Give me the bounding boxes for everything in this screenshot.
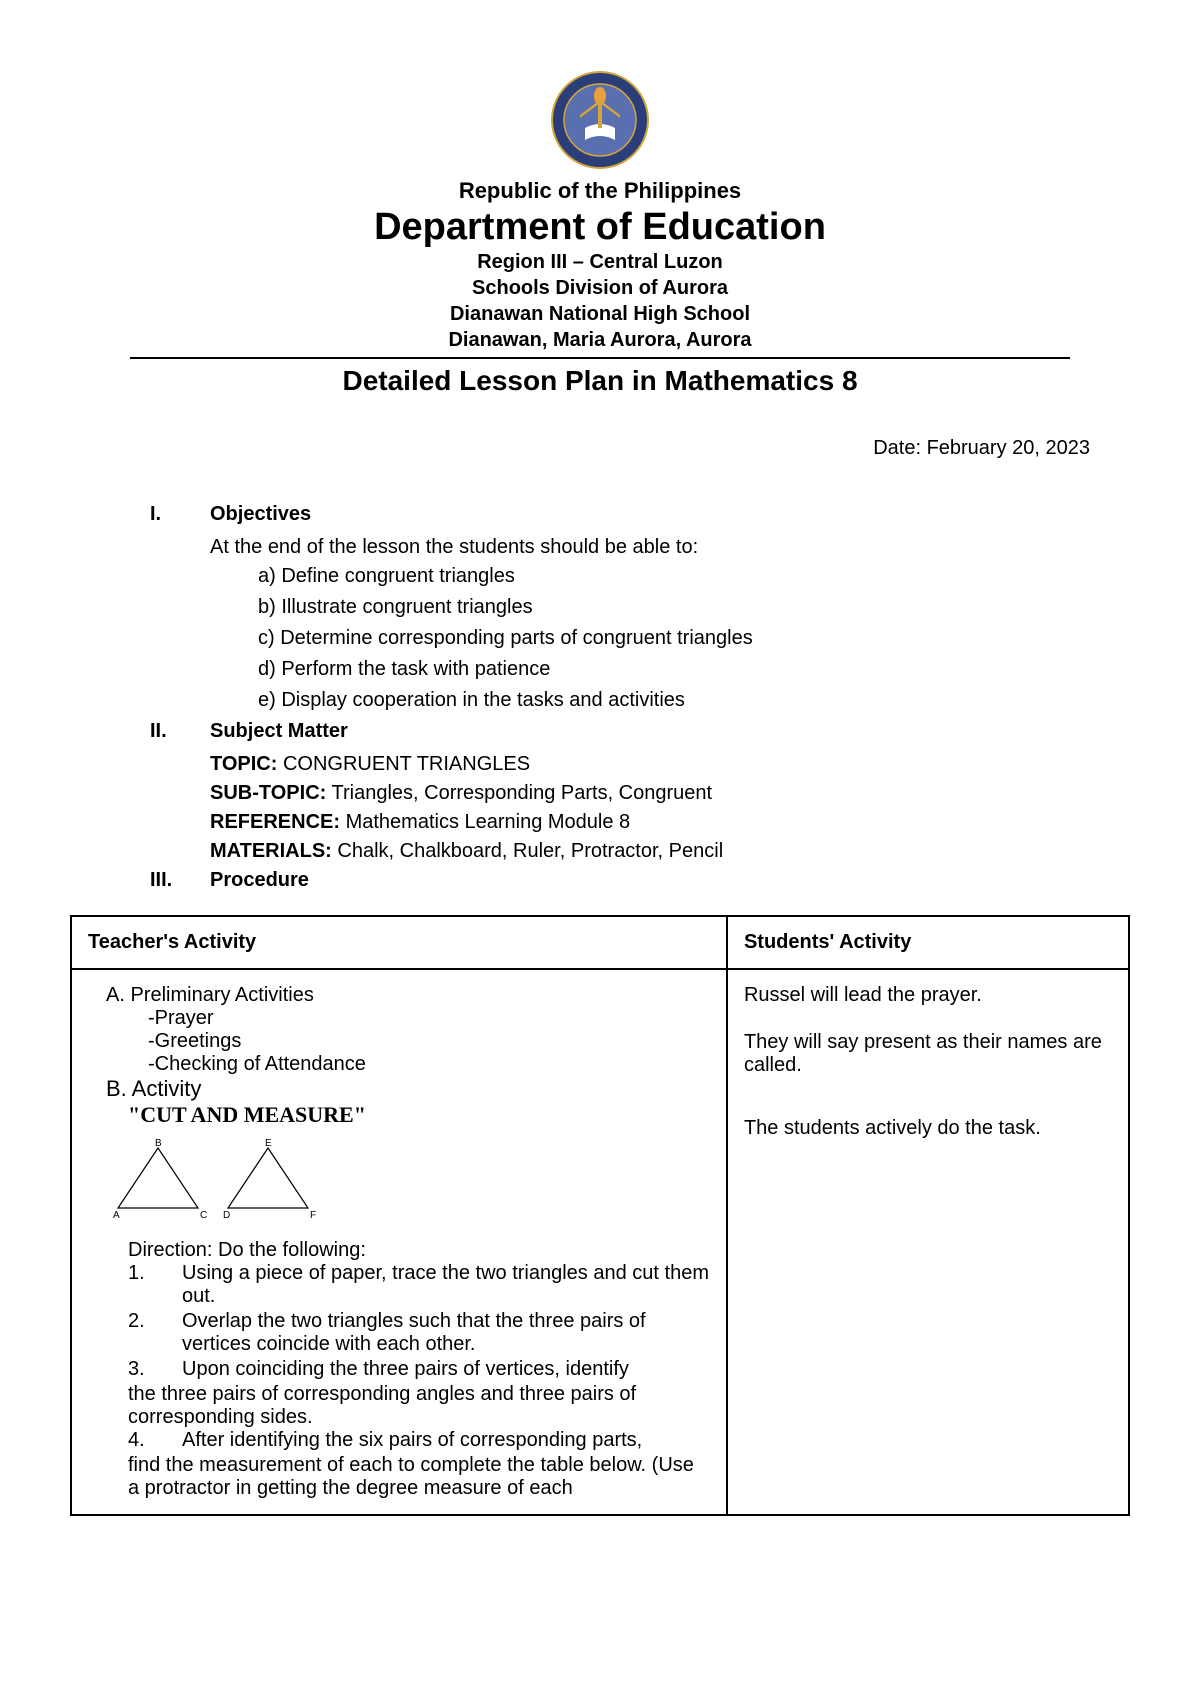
department-line: Department of Education <box>70 206 1130 249</box>
document-header: Republic of the Philippines Department o… <box>70 178 1130 353</box>
reference-value: Mathematics Learning Module 8 <box>340 811 630 833</box>
teacher-cell: A. Preliminary Activities -Prayer -Greet… <box>71 969 727 1515</box>
table-body-row: A. Preliminary Activities -Prayer -Greet… <box>71 969 1129 1515</box>
reference-line: REFERENCE: Mathematics Learning Module 8 <box>210 808 1090 837</box>
dir-4: 4. After identifying the six pairs of co… <box>128 1429 710 1452</box>
dir-3-num: 3. <box>128 1358 182 1381</box>
roman-iii: III. <box>150 866 210 895</box>
topic-label: TOPIC: <box>210 753 277 775</box>
dir-1-text: Using a piece of paper, trace the two tr… <box>182 1262 710 1308</box>
svg-text:E: E <box>265 1138 272 1149</box>
plan-title: Detailed Lesson Plan in Mathematics 8 <box>70 365 1130 397</box>
obj-c: c) Determine corresponding parts of cong… <box>258 624 1090 653</box>
topic-line: TOPIC: CONGRUENT TRIANGLES <box>210 750 1090 779</box>
svg-text:F: F <box>310 1210 316 1221</box>
svg-text:A: A <box>113 1210 120 1221</box>
prelim-label: A. Preliminary Activities <box>106 984 710 1007</box>
activity-b-label: B. Activity <box>106 1076 710 1102</box>
dir-1: 1. Using a piece of paper, trace the two… <box>128 1262 710 1308</box>
students-cell: Russel will lead the prayer. They will s… <box>727 969 1129 1515</box>
direction-label: Direction: Do the following: <box>128 1239 710 1262</box>
subject-title: Subject Matter <box>210 717 348 746</box>
materials-line: MATERIALS: Chalk, Chalkboard, Ruler, Pro… <box>210 837 1090 866</box>
procedure-table: Teacher's Activity Students' Activity A.… <box>70 915 1130 1516</box>
header-divider <box>130 357 1070 359</box>
dir-3: 3. Upon coinciding the three pairs of ve… <box>128 1358 710 1381</box>
objectives-title: Objectives <box>210 500 311 529</box>
teacher-header: Teacher's Activity <box>71 916 727 969</box>
deped-seal <box>70 70 1130 170</box>
obj-a: a) Define congruent triangles <box>258 562 1090 591</box>
dir-2: 2. Overlap the two triangles such that t… <box>128 1310 710 1356</box>
dir-2-num: 2. <box>128 1310 182 1356</box>
obj-d: d) Perform the task with patience <box>258 655 1090 684</box>
obj-b: b) Illustrate congruent triangles <box>258 593 1090 622</box>
content-body: I. Objectives At the end of the lesson t… <box>70 500 1130 895</box>
attendance-line: -Checking of Attendance <box>148 1053 710 1076</box>
students-p3: The students actively do the task. <box>744 1117 1112 1140</box>
triangle-diagram: A B C D E F <box>108 1138 710 1229</box>
dir-3-cont: the three pairs of corresponding angles … <box>128 1383 710 1429</box>
procedure-title: Procedure <box>210 866 309 895</box>
roman-ii: II. <box>150 717 210 746</box>
date-line: Date: February 20, 2023 <box>70 437 1090 460</box>
objectives-body: At the end of the lesson the students sh… <box>210 533 1090 715</box>
dir-2-text: Overlap the two triangles such that the … <box>182 1310 710 1356</box>
directions-block: Direction: Do the following: 1. Using a … <box>128 1239 710 1500</box>
subtopic-label: SUB-TOPIC: <box>210 782 326 804</box>
reference-label: REFERENCE: <box>210 811 340 833</box>
section-subject: II. Subject Matter <box>150 717 1090 746</box>
republic-line: Republic of the Philippines <box>70 178 1130 204</box>
dir-4-num: 4. <box>128 1429 182 1452</box>
objectives-intro: At the end of the lesson the students sh… <box>210 533 1090 562</box>
activity-name: "CUT AND MEASURE" <box>128 1102 710 1128</box>
division-line: Schools Division of Aurora <box>70 275 1130 301</box>
obj-e: e) Display cooperation in the tasks and … <box>258 686 1090 715</box>
svg-text:C: C <box>200 1210 207 1221</box>
materials-label: MATERIALS: <box>210 840 332 862</box>
subtopic-value: Triangles, Corresponding Parts, Congruen… <box>326 782 712 804</box>
svg-text:D: D <box>223 1210 230 1221</box>
students-header: Students' Activity <box>727 916 1129 969</box>
greetings-line: -Greetings <box>148 1030 710 1053</box>
objectives-list: a) Define congruent triangles b) Illustr… <box>258 562 1090 715</box>
school-line: Dianawan National High School <box>70 301 1130 327</box>
roman-i: I. <box>150 500 210 529</box>
region-line: Region III – Central Luzon <box>70 249 1130 275</box>
prayer-line: -Prayer <box>148 1007 710 1030</box>
students-p1: Russel will lead the prayer. <box>744 984 1112 1007</box>
dir-1-num: 1. <box>128 1262 182 1308</box>
section-objectives: I. Objectives <box>150 500 1090 529</box>
students-p2: They will say present as their names are… <box>744 1031 1112 1077</box>
location-line: Dianawan, Maria Aurora, Aurora <box>70 327 1130 353</box>
topic-value: CONGRUENT TRIANGLES <box>277 753 530 775</box>
dir-4-text: After identifying the six pairs of corre… <box>182 1429 710 1452</box>
section-procedure: III. Procedure <box>150 866 1090 895</box>
dir-4-cont: find the measurement of each to complete… <box>128 1454 710 1500</box>
subtopic-line: SUB-TOPIC: Triangles, Corresponding Part… <box>210 779 1090 808</box>
svg-text:B: B <box>155 1138 162 1149</box>
dir-3-text: Upon coinciding the three pairs of verti… <box>182 1358 710 1381</box>
materials-value: Chalk, Chalkboard, Ruler, Protractor, Pe… <box>332 840 723 862</box>
table-header-row: Teacher's Activity Students' Activity <box>71 916 1129 969</box>
